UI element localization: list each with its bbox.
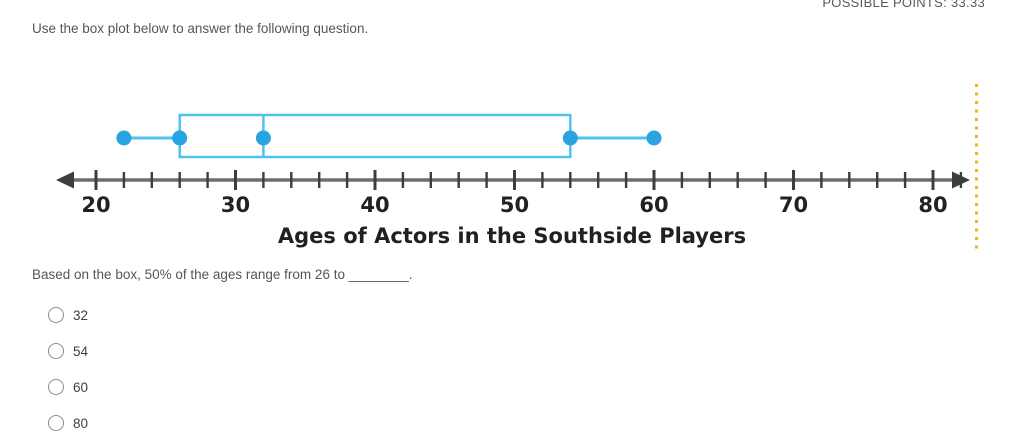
axis-label: 20 <box>81 193 110 217</box>
axis-label: 60 <box>639 193 668 217</box>
radio-button-icon[interactable] <box>48 415 64 431</box>
radio-option[interactable]: 54 <box>48 341 88 361</box>
data-dot <box>562 130 578 146</box>
axis-label: 50 <box>500 193 529 217</box>
radio-option[interactable]: 60 <box>48 377 88 397</box>
data-dot <box>646 130 662 146</box>
axis-label: 70 <box>779 193 808 217</box>
instruction-text: Use the box plot below to answer the fol… <box>32 21 369 36</box>
axis-label: 40 <box>360 193 389 217</box>
axis-label: 30 <box>221 193 250 217</box>
radio-option[interactable]: 80 <box>48 413 88 433</box>
radio-button-icon[interactable] <box>48 307 64 323</box>
possible-points-label: POSSIBLE POINTS: 33.33 <box>822 0 985 10</box>
axis-label: 80 <box>918 193 947 217</box>
radio-option[interactable]: 32 <box>48 305 88 325</box>
boxplot-svg: 20 30 40 50 60 70 80 Ages of Actors in the Sout… <box>56 113 970 248</box>
data-dot <box>116 130 132 146</box>
boxplot-figure: 20 30 40 50 60 70 80 Ages of Actors in the Sout… <box>0 75 1027 260</box>
option-label: 80 <box>73 415 89 431</box>
chart-title: Ages of Actors in the Southside Players <box>278 224 746 248</box>
dotted-boundary-line <box>975 84 978 254</box>
iqr-box <box>178 113 572 159</box>
option-label: 32 <box>73 307 89 323</box>
data-dot <box>255 130 271 146</box>
option-label: 60 <box>73 379 89 395</box>
options-group: 32 54 60 80 <box>48 305 88 433</box>
axis-arrow-left-icon <box>56 171 74 189</box>
data-dot <box>172 130 188 146</box>
radio-button-icon[interactable] <box>48 343 64 359</box>
question-text: Based on the box, 50% of the ages range … <box>32 267 413 282</box>
radio-button-icon[interactable] <box>48 379 64 395</box>
option-label: 54 <box>73 343 89 359</box>
